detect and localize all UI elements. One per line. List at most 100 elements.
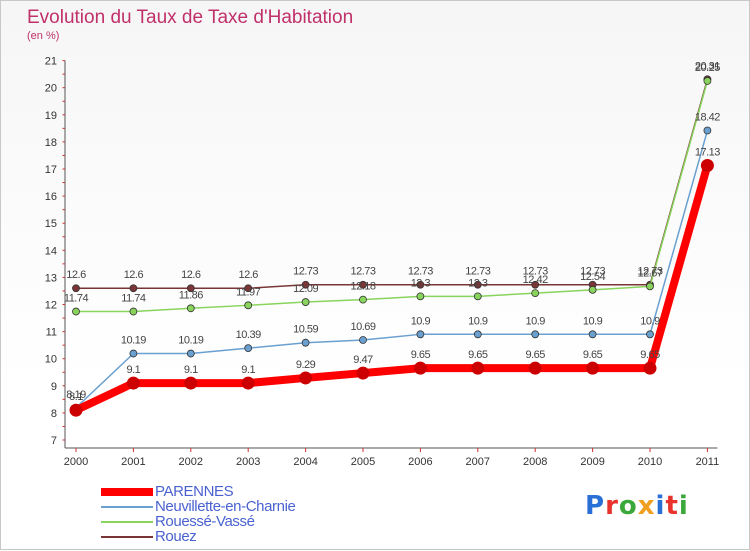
- data-label: 12.73: [580, 266, 605, 278]
- x-tick-label: 2011: [696, 456, 720, 468]
- data-label: 12.09: [293, 283, 318, 295]
- data-point: [471, 361, 485, 375]
- data-label: 9.1: [241, 364, 255, 376]
- data-point: [646, 282, 654, 291]
- legend-label: Rouessé-Vassé: [155, 513, 255, 530]
- y-tick-label: 7: [51, 435, 57, 447]
- x-tick-label: 2006: [408, 456, 432, 468]
- data-point: [129, 284, 138, 293]
- legend-label: Neuvillette-en-Charnie: [155, 498, 296, 515]
- y-tick-label: 10: [45, 354, 57, 366]
- data-label: 9.65: [468, 349, 488, 361]
- data-point: [69, 403, 83, 417]
- x-tick-label: 2004: [293, 456, 317, 468]
- y-tick-label: 11: [46, 327, 57, 339]
- x-tick-label: 2003: [236, 456, 260, 468]
- series-line: [72, 161, 712, 415]
- data-point: [588, 285, 597, 294]
- data-label: 9.65: [525, 349, 545, 361]
- data-point: [359, 336, 367, 344]
- logo-letter: o: [618, 491, 638, 521]
- series-layer: [69, 75, 714, 417]
- data-point: [359, 280, 367, 289]
- data-point: [473, 330, 482, 339]
- data-label: 9.47: [353, 354, 373, 366]
- data-label: 10.39: [236, 329, 261, 341]
- logo-letter: P: [585, 491, 606, 521]
- y-tick-label: 18: [45, 137, 57, 149]
- data-label: 12.73: [293, 266, 318, 278]
- logo-letter: i: [655, 491, 666, 521]
- data-point: [413, 361, 427, 375]
- x-tick-label: 2010: [638, 456, 662, 468]
- data-label: 11.86: [179, 289, 204, 301]
- data-point: [301, 280, 310, 289]
- data-label: 12.6: [238, 269, 258, 281]
- data-label: 20.25: [695, 62, 720, 74]
- data-label: 12.73: [637, 266, 662, 278]
- data-label: 12.73: [465, 266, 490, 278]
- y-tick-label: 16: [45, 191, 57, 203]
- data-label: 12.73: [350, 266, 375, 278]
- data-point: [301, 298, 310, 306]
- series-line: [75, 78, 709, 289]
- series-line: [75, 129, 709, 409]
- data-point: [129, 307, 138, 316]
- data-label: 10.9: [583, 315, 603, 327]
- y-tick-label: 9: [51, 381, 57, 393]
- data-point: [643, 361, 657, 375]
- data-point: [531, 280, 540, 289]
- data-point: [244, 344, 253, 353]
- data-label: 10.9: [468, 315, 488, 327]
- y-tick-label: 8: [51, 408, 57, 420]
- data-labels: 12.6 12.6 12.6 12.6 12.73 12.73 12.73 12.73 12.7…: [64, 60, 721, 403]
- data-point: [186, 349, 195, 358]
- y-tick-label: 15: [45, 218, 57, 230]
- data-point: [186, 304, 195, 313]
- data-label: 12.67: [637, 267, 662, 279]
- data-label: 17.13: [695, 146, 720, 158]
- x-tick-label: 2007: [466, 456, 490, 468]
- y-tick-label: 12: [45, 300, 57, 312]
- x-tick-label: 2002: [179, 456, 203, 468]
- y-tick-label: 14: [45, 245, 57, 257]
- data-label: 8.1: [69, 391, 83, 403]
- data-point: [588, 330, 597, 339]
- data-point: [72, 284, 80, 293]
- data-point: [359, 295, 367, 304]
- legend-swatch: [101, 488, 153, 496]
- data-point: [528, 361, 542, 375]
- data-point: [72, 307, 80, 316]
- data-label: 18.42: [695, 112, 720, 124]
- data-label: 10.19: [178, 335, 203, 347]
- data-label: 12.54: [580, 271, 605, 283]
- data-label: 12.73: [408, 266, 433, 278]
- data-label: 9.1: [184, 364, 198, 376]
- x-tick-label: 2000: [64, 456, 88, 468]
- data-point: [586, 361, 600, 375]
- data-label: 12.6: [66, 269, 86, 281]
- data-label: 12.6: [181, 269, 201, 281]
- data-label: 10.19: [121, 335, 146, 347]
- data-point: [356, 366, 370, 380]
- y-tick-label: 17: [45, 164, 57, 176]
- data-label: 12.3: [468, 277, 488, 289]
- data-label: 9.1: [127, 364, 141, 376]
- logo-letter: r: [605, 491, 619, 521]
- x-tick-label: 2001: [121, 456, 145, 468]
- logo-letter: x: [637, 491, 656, 521]
- data-label: 9.65: [583, 349, 603, 361]
- data-label: 10.9: [525, 315, 545, 327]
- data-point: [244, 284, 253, 293]
- data-label: 9.65: [640, 349, 660, 361]
- data-label: 10.59: [293, 324, 318, 336]
- data-label: 11.74: [121, 293, 146, 305]
- data-label: 9.29: [296, 359, 316, 371]
- legend-label: Rouez: [155, 528, 197, 545]
- y-tick-label: 20: [45, 83, 57, 95]
- data-point: [244, 301, 253, 310]
- chart-title: Evolution du Taux de Taxe d'Habitation: [27, 7, 354, 28]
- data-point: [700, 158, 714, 172]
